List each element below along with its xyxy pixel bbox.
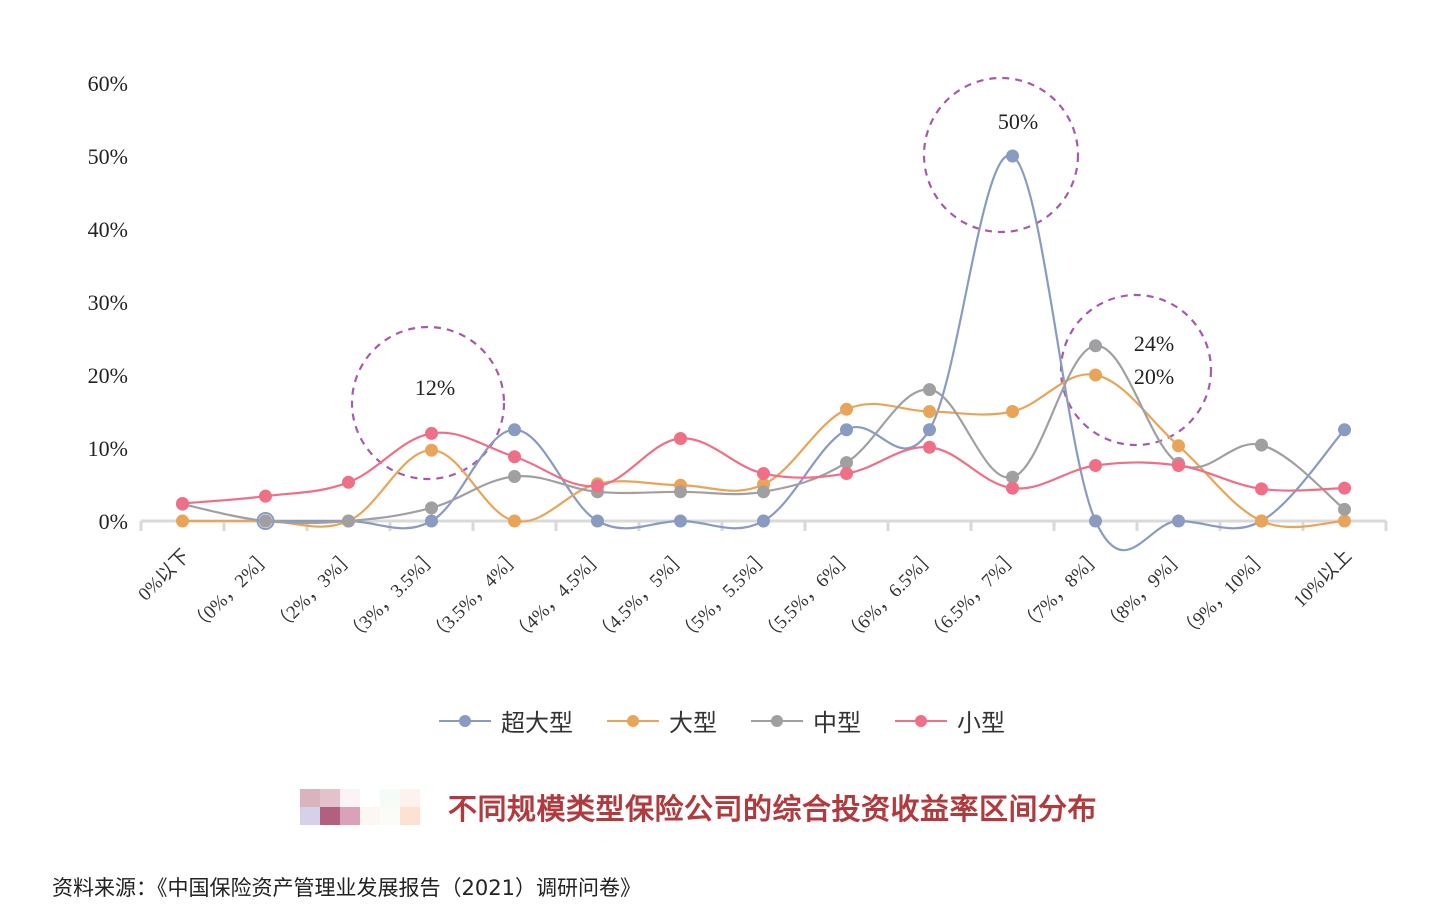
data-point bbox=[508, 514, 521, 528]
highlight-circle bbox=[1059, 293, 1213, 447]
x-tick-label: （9%，10%］ bbox=[1175, 545, 1273, 643]
mosaic-logo-icon bbox=[300, 789, 420, 825]
data-point bbox=[1089, 339, 1102, 353]
data-point bbox=[259, 514, 272, 528]
series-lines bbox=[176, 149, 1351, 552]
y-tick-label: 50% bbox=[88, 144, 128, 169]
x-tick-label: 0%以下 bbox=[134, 546, 194, 606]
y-tick-label: 10% bbox=[88, 436, 128, 461]
y-tick-label: 0% bbox=[99, 509, 128, 534]
data-point bbox=[591, 479, 604, 493]
annotation-label: 12% bbox=[415, 375, 455, 400]
data-point bbox=[1255, 482, 1268, 496]
annotation-label: 24% bbox=[1134, 331, 1174, 356]
data-point bbox=[1338, 423, 1351, 437]
x-tick-label: （8%，9%］ bbox=[1098, 545, 1190, 637]
data-point bbox=[757, 514, 770, 528]
data-point bbox=[674, 432, 687, 446]
y-axis: 0% 10% 20% 30% 40% 50% 60% bbox=[88, 71, 128, 534]
data-point bbox=[840, 456, 853, 470]
data-point bbox=[674, 485, 687, 499]
data-point bbox=[342, 475, 355, 489]
line-marker-icon bbox=[607, 714, 659, 728]
legend-item-small: 小型 bbox=[895, 703, 1005, 738]
caption-text: 不同规模类型保险公司的综合投资收益率区间分布 bbox=[448, 792, 1098, 826]
data-point bbox=[1172, 514, 1185, 528]
data-point bbox=[840, 423, 853, 437]
data-point bbox=[1089, 459, 1102, 473]
line-marker-icon bbox=[751, 714, 803, 728]
data-point bbox=[1006, 481, 1019, 495]
data-point bbox=[176, 496, 189, 510]
data-point bbox=[508, 469, 521, 483]
line-marker-icon bbox=[895, 714, 947, 728]
data-point bbox=[923, 423, 936, 437]
data-point bbox=[176, 514, 189, 528]
legend-label: 中型 bbox=[813, 709, 861, 737]
legend-item-super-large: 超大型 bbox=[439, 703, 573, 738]
data-point bbox=[425, 443, 438, 457]
data-point bbox=[425, 514, 438, 528]
legend-label: 大型 bbox=[669, 709, 717, 737]
data-point bbox=[1338, 481, 1351, 495]
y-tick-label: 30% bbox=[88, 290, 128, 315]
data-point bbox=[1089, 514, 1102, 528]
data-point bbox=[923, 405, 936, 418]
source-note: 资料来源：《中国保险资产管理业发展报告（2021）调研问卷》 bbox=[52, 876, 641, 900]
x-tick-label: 10%以上 bbox=[1289, 545, 1356, 612]
data-point bbox=[674, 514, 687, 528]
x-tick-label: （2%，3%］ bbox=[268, 545, 360, 637]
line-chart: 0%10%20%30%40%50%60% 0%以下（0%，2%］（2%，3%］（… bbox=[88, 71, 1388, 647]
data-point bbox=[840, 402, 853, 416]
y-tick-label: 60% bbox=[88, 71, 128, 96]
data-point bbox=[923, 440, 936, 454]
figure-caption: 不同规模类型保险公司的综合投资收益率区间分布 bbox=[300, 786, 1097, 828]
data-point bbox=[1338, 514, 1351, 528]
data-point bbox=[923, 383, 936, 397]
data-point bbox=[1006, 149, 1019, 163]
data-point bbox=[1255, 514, 1268, 528]
annotation-label: 50% bbox=[998, 109, 1038, 134]
data-point bbox=[259, 489, 272, 503]
data-point bbox=[1255, 438, 1268, 452]
highlight-circle bbox=[922, 76, 1080, 234]
data-point bbox=[508, 423, 521, 437]
data-point bbox=[1172, 439, 1185, 453]
series-line bbox=[265, 154, 1346, 552]
line-marker-icon bbox=[439, 714, 491, 728]
annotations: 12% 50% 24% 20% bbox=[415, 109, 1174, 400]
annotation-label: 20% bbox=[1134, 364, 1174, 389]
legend-label: 超大型 bbox=[501, 709, 573, 737]
x-tick-label: （7%，8%］ bbox=[1015, 545, 1107, 637]
highlight-circles bbox=[350, 76, 1213, 481]
data-point bbox=[1089, 368, 1102, 382]
data-point bbox=[342, 514, 355, 528]
legend-label: 小型 bbox=[957, 709, 1005, 737]
legend-item-large: 大型 bbox=[607, 703, 717, 738]
legend: 超大型 大型 中型 小型 bbox=[0, 703, 1444, 738]
data-point bbox=[1338, 502, 1351, 516]
y-tick-label: 20% bbox=[88, 363, 128, 388]
data-point bbox=[1172, 459, 1185, 473]
x-axis: 0%以下（0%，2%］（2%，3%］（3%，3.5%］（3.5%，4%］（4%，… bbox=[134, 519, 1388, 647]
series-line bbox=[182, 373, 1345, 529]
data-point bbox=[840, 467, 853, 481]
data-point bbox=[425, 501, 438, 515]
data-point bbox=[1006, 405, 1019, 418]
data-point bbox=[757, 485, 770, 499]
data-point bbox=[1006, 470, 1019, 484]
data-point bbox=[508, 450, 521, 464]
legend-item-medium: 中型 bbox=[751, 703, 861, 738]
data-point bbox=[757, 467, 770, 481]
data-point bbox=[425, 426, 438, 440]
y-tick-label: 40% bbox=[88, 217, 128, 242]
highlight-circle bbox=[350, 325, 506, 481]
data-point bbox=[591, 514, 604, 528]
x-tick-label: （0%，2%］ bbox=[185, 545, 277, 637]
